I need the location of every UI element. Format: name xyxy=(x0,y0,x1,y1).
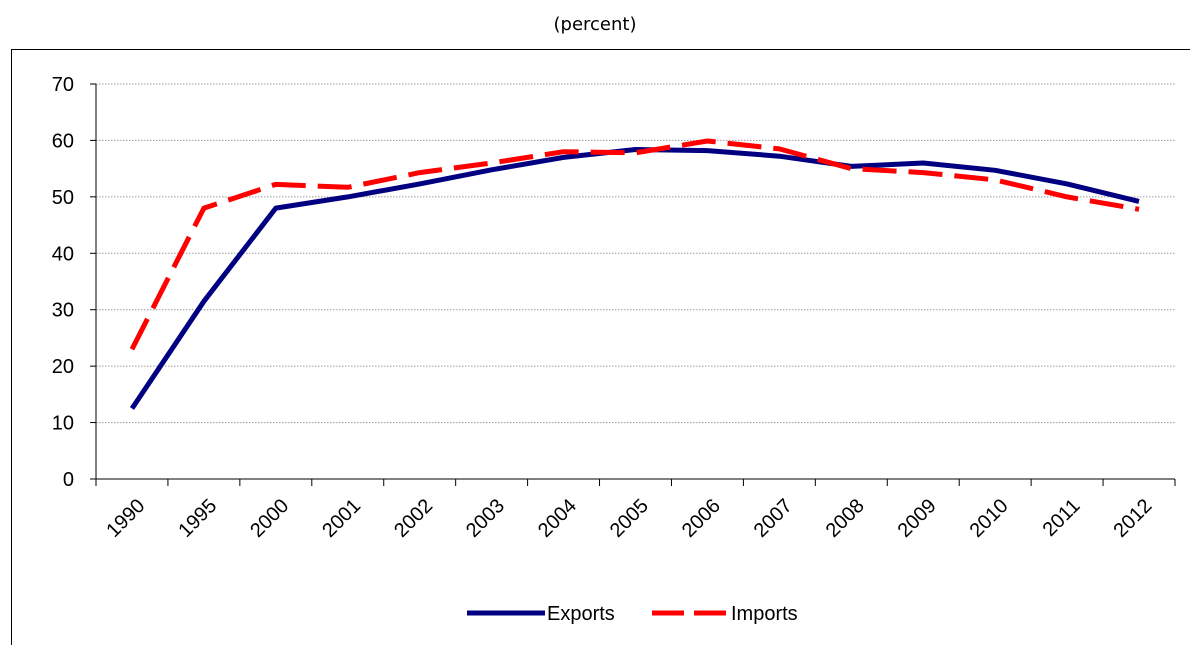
y-tick-label: 20 xyxy=(52,356,74,378)
x-tick-label: 2006 xyxy=(678,495,725,542)
x-tick-label: 2005 xyxy=(606,495,653,542)
x-tick-label: 2008 xyxy=(822,495,869,542)
y-tick-label: 10 xyxy=(52,413,74,435)
legend-label-imports: Imports xyxy=(731,603,798,625)
gridlines xyxy=(96,83,1175,424)
series-line-imports xyxy=(129,138,1140,351)
chart-subtitle: (percent) xyxy=(553,14,637,35)
x-tick-label: 2012 xyxy=(1109,495,1156,542)
x-tick-label: 2003 xyxy=(462,495,509,542)
series-lines xyxy=(129,138,1140,410)
y-tick-label: 40 xyxy=(52,243,74,265)
x-tick-label: 2007 xyxy=(750,495,797,542)
axes: 0 10 20 30 40 50 60 70 1990 1995 2000 2001 2002 2003 2… xyxy=(52,74,1176,542)
x-tick-label: 2001 xyxy=(318,495,365,542)
x-tick-label: 2010 xyxy=(966,495,1013,542)
y-tick-label: 30 xyxy=(52,300,74,322)
chart-frame xyxy=(11,49,1190,645)
y-tick-label: 60 xyxy=(52,130,74,152)
x-tick-label: 2000 xyxy=(246,495,293,542)
x-tick-label: 2002 xyxy=(390,495,437,542)
y-tick-label: 70 xyxy=(52,74,74,96)
y-tick-label: 50 xyxy=(52,187,74,209)
legend-label-exports: Exports xyxy=(547,603,615,625)
x-tick-label: 2009 xyxy=(894,495,941,542)
x-tick-label: 1990 xyxy=(102,495,149,542)
series-line-exports xyxy=(129,147,1140,410)
x-tick-label: 2004 xyxy=(534,495,581,542)
x-tick-label: 1995 xyxy=(174,495,221,542)
legend: Exports Imports xyxy=(467,603,798,625)
y-tick-label: 0 xyxy=(63,469,74,491)
x-tick-label: 2011 xyxy=(1039,495,1085,541)
